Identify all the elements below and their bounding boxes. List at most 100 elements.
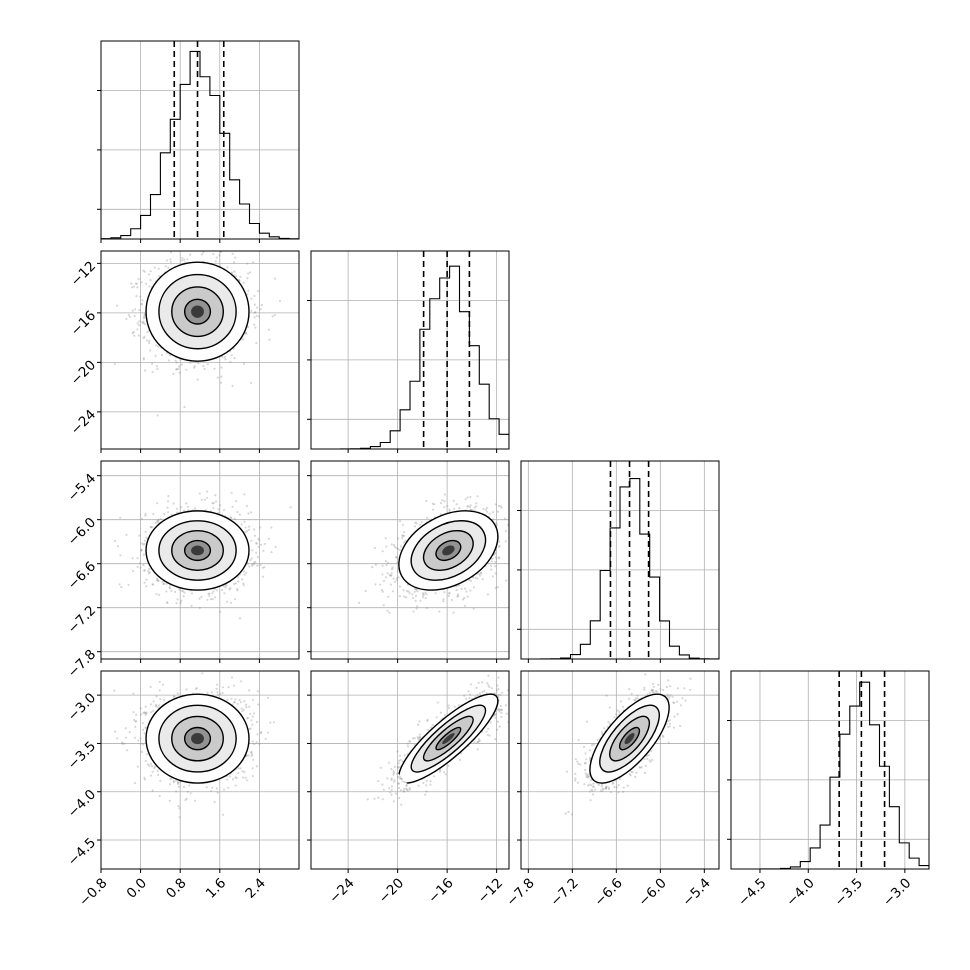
sample-point — [145, 282, 148, 285]
y-tick-label: −12 — [68, 258, 99, 289]
sample-point — [141, 321, 144, 324]
sample-point — [154, 521, 157, 525]
sample-point — [220, 375, 223, 378]
sample-point — [143, 335, 146, 338]
sample-point — [443, 500, 446, 503]
sample-point — [133, 334, 136, 337]
sample-point — [462, 598, 465, 601]
sample-point — [448, 592, 451, 595]
sample-point — [254, 311, 257, 314]
sample-point — [422, 594, 425, 597]
sample-point — [237, 767, 240, 770]
sample-point — [153, 266, 156, 269]
gridlines — [101, 41, 299, 239]
sample-point — [142, 320, 145, 323]
sample-point — [196, 378, 199, 381]
sample-point — [193, 366, 196, 369]
sample-point — [189, 361, 192, 364]
sample-point — [239, 767, 242, 770]
sample-point — [193, 365, 196, 368]
sample-point — [421, 592, 424, 595]
sample-point — [464, 604, 467, 607]
sample-point — [404, 539, 407, 542]
sample-point — [472, 586, 476, 589]
sample-point — [448, 508, 451, 511]
sample-point — [140, 542, 143, 545]
sample-point — [465, 590, 468, 593]
sample-point — [504, 529, 507, 533]
sample-point — [402, 523, 405, 526]
sample-point — [414, 521, 417, 524]
y-tick-label: −5.4 — [65, 471, 99, 505]
sample-point — [236, 587, 239, 591]
histogram-step — [521, 478, 719, 659]
sample-point — [415, 607, 418, 610]
sample-point — [215, 589, 218, 592]
sample-point — [289, 506, 292, 509]
sample-point — [207, 592, 210, 595]
sample-point — [494, 503, 497, 506]
sample-point — [231, 384, 234, 387]
sample-point — [406, 590, 409, 593]
sample-point — [180, 599, 183, 602]
sample-point — [145, 536, 148, 539]
sample-point — [208, 592, 211, 595]
sample-point — [125, 317, 128, 320]
sample-point — [217, 508, 220, 511]
sample-point — [381, 550, 384, 553]
sample-point — [233, 270, 236, 273]
sample-point — [397, 547, 400, 551]
sample-point — [496, 585, 499, 589]
sample-point — [143, 323, 147, 326]
sample-point — [490, 568, 493, 571]
sample-point — [144, 514, 147, 517]
sample-point — [434, 592, 437, 595]
sample-point — [174, 590, 177, 594]
contour-1 — [183, 539, 212, 562]
sample-point — [500, 506, 503, 509]
sample-point — [498, 557, 501, 560]
sample-point — [255, 542, 258, 545]
sample-point — [512, 570, 514, 572]
sample-point — [166, 506, 169, 509]
sample-point — [242, 281, 245, 284]
sample-point — [238, 513, 241, 516]
sample-point — [443, 506, 446, 509]
sample-point — [389, 574, 392, 578]
sample-point — [413, 590, 416, 593]
sample-point — [169, 258, 172, 261]
sample-point — [161, 580, 164, 583]
sample-point — [433, 503, 436, 506]
sample-point — [156, 368, 159, 371]
sample-point — [212, 245, 214, 247]
sample-point — [225, 600, 229, 603]
sample-point — [155, 578, 159, 582]
sample-point — [148, 341, 151, 345]
sample-point — [446, 504, 449, 507]
sample-point — [243, 493, 246, 496]
sample-point — [202, 364, 205, 368]
sample-point — [469, 504, 472, 507]
sample-point — [214, 500, 218, 503]
sample-point — [226, 266, 229, 269]
sample-point — [371, 566, 374, 569]
sample-point — [463, 587, 467, 590]
sample-point — [464, 498, 467, 501]
sample-point — [149, 270, 152, 273]
sample-point — [136, 557, 139, 560]
sample-point — [235, 500, 238, 503]
sample-point — [250, 754, 253, 757]
sample-point — [127, 583, 130, 586]
sample-point — [151, 583, 154, 586]
sample-point — [167, 266, 170, 269]
sample-point — [512, 541, 514, 543]
sample-point — [405, 596, 408, 599]
sample-point — [144, 778, 147, 781]
sample-point — [407, 590, 410, 593]
gridlines — [311, 251, 509, 449]
sample-point — [414, 594, 417, 598]
sample-point — [401, 537, 404, 540]
sample-point — [242, 338, 245, 341]
sample-point — [156, 520, 159, 523]
sample-point — [248, 525, 251, 528]
